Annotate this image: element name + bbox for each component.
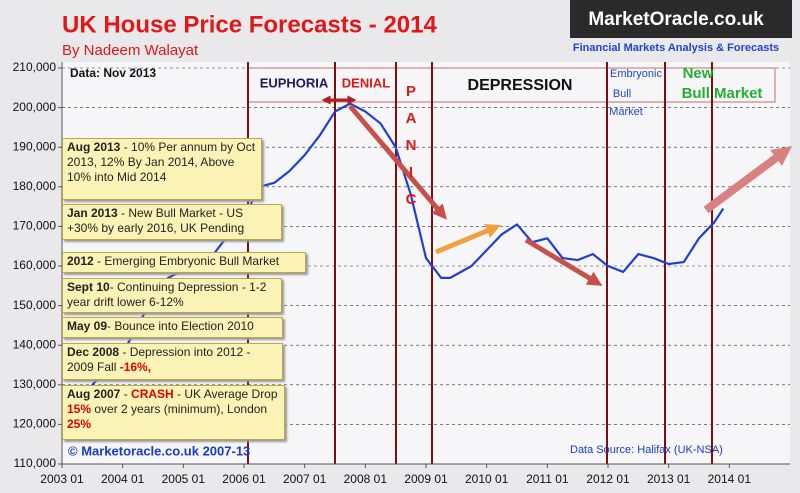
annotation-box: Dec 2008 - Depression into 2012 - 2009 F…	[62, 343, 283, 380]
chart-title: UK House Price Forecasts - 2014	[62, 11, 437, 38]
annotation-text: - Bounce into Election 2010	[107, 319, 254, 333]
phase-new-bull: New	[683, 65, 714, 82]
annotation-date: Aug 2007	[67, 387, 121, 401]
annotation-date: Sept 10	[67, 280, 110, 294]
annotation-box: Aug 2007 - CRASH - UK Average Drop 15% o…	[62, 385, 285, 440]
y-tick-label: 200,000	[13, 100, 57, 114]
annotation-box: Jan 2013 - New Bull Market - US +30% by …	[62, 204, 282, 240]
annotation-box: Sept 10- Continuing Depression - 1-2 yea…	[62, 278, 282, 313]
y-tick-label: 160,000	[13, 258, 57, 272]
bounce-arrow	[435, 223, 501, 255]
annotation-text: - Depression into 2012 - 2009 Fall	[67, 345, 251, 374]
annotation-box: 2012 - Emerging Embryonic Bull Market	[62, 252, 306, 273]
annotation-text: - Continuing Depression - 1-2 year drift…	[67, 280, 267, 309]
annotation-text: over 2 years (minimum), London	[91, 402, 268, 416]
logo: MarketOracle.co.uk	[588, 9, 764, 30]
axes: 110,000 120,000 130,000 140,000 150,000 160,0…	[13, 60, 752, 486]
annotation-text: -	[120, 387, 132, 401]
data-note: Data: Nov 2013	[70, 66, 156, 80]
phase-new-bull: Bull Market	[682, 85, 763, 102]
phase-panic: PANIC	[405, 83, 417, 208]
annotation-text: - UK Average Drop	[173, 387, 278, 401]
series	[61, 102, 725, 422]
annotation-date: Dec 2008	[67, 345, 120, 359]
trend-arrows	[321, 95, 793, 286]
x-tick-label: 2008 01	[344, 472, 388, 486]
annotation-box: Aug 2013 - 10% Per annum by Oct 2013, 12…	[62, 138, 262, 200]
chart-subtitle: By Nadeem Walayat	[62, 42, 199, 59]
annotation-highlight: -16%,	[119, 360, 152, 374]
phase-depression: DEPRESSION	[468, 77, 573, 94]
y-tick-label: 170,000	[13, 219, 57, 233]
x-tick-label: 2005 01	[162, 472, 206, 486]
annotation-text: - Emerging Embryonic Bull Market	[93, 254, 280, 268]
y-tick-label: 190,000	[13, 139, 57, 153]
annotation-text: - 10% Per annum by Oct 2013, 12% By Jan …	[67, 140, 256, 184]
phase-embryonic: Bull	[613, 88, 631, 100]
drift-arrow	[524, 237, 603, 286]
price-line	[61, 102, 725, 422]
y-tick-label: 150,000	[13, 298, 57, 312]
x-tick-label: 2009 01	[404, 472, 448, 486]
annotation-highlight: CRASH	[131, 387, 174, 401]
forecast-arrow	[703, 146, 793, 214]
phase-embryonic: Embryonic	[610, 68, 662, 80]
y-tick-label: 110,000	[14, 456, 57, 470]
x-tick-label: 2013 01	[647, 472, 691, 486]
annotation-date: May 09	[67, 319, 108, 333]
annotation-date: Jan 2013	[67, 206, 118, 220]
x-tick-label: 2004 01	[101, 472, 145, 486]
annotation-highlight: 15%	[67, 402, 92, 416]
y-tick-label: 120,000	[13, 417, 57, 431]
x-tick-label: 2003 01	[40, 472, 84, 486]
tagline: Financial Markets Analysis & Forecasts	[573, 42, 779, 54]
x-tick-label: 2014 01	[708, 472, 752, 486]
y-tick-label: 210,000	[13, 60, 57, 74]
x-tick-label: 2006 01	[222, 472, 266, 486]
annotation-highlight: 25%	[67, 417, 92, 431]
annotation-text: - New Bull Market - US +30% by early 201…	[67, 206, 245, 235]
annotation-date: Aug 2013	[67, 140, 121, 154]
logo-box	[570, 0, 792, 38]
y-tick-label: 140,000	[13, 337, 57, 351]
data-source: Data Source: Halifax (UK-NSA)	[570, 444, 723, 456]
copyright: © Marketoracle.co.uk 2007-13	[68, 443, 250, 458]
x-tick-label: 2011 01	[526, 472, 569, 486]
x-tick-label: 2010 01	[465, 472, 509, 486]
phase-denial: DENIAL	[342, 75, 390, 90]
y-tick-label: 180,000	[13, 179, 57, 193]
annotation-box: May 09- Bounce into Election 2010	[62, 317, 283, 338]
y-tick-label: 130,000	[13, 377, 57, 391]
phase-embryonic: Market	[609, 106, 643, 118]
x-tick-label: 2012 01	[586, 472, 630, 486]
annotation-date: 2012	[67, 254, 94, 268]
x-tick-label: 2007 01	[283, 472, 327, 486]
crash-arrow	[348, 104, 447, 220]
phase-euphoria: EUPHORIA	[260, 75, 329, 90]
